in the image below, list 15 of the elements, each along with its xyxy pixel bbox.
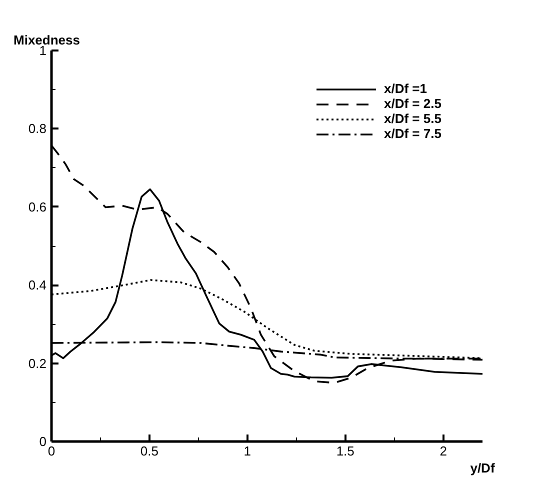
x-tick-label: 1 (244, 444, 252, 458)
y-axis-title: Mixedness (14, 32, 80, 48)
legend-label: x/Df = 7.5 (384, 126, 442, 141)
y-tick-label: 0 (39, 434, 47, 449)
legend-label: x/Df =1 (384, 81, 427, 96)
x-tick-label: 0.5 (140, 444, 158, 458)
y-tick-label: 0.2 (28, 356, 47, 371)
x-axis-title: y/Df (470, 460, 496, 476)
legend-label: x/Df = 5.5 (384, 111, 442, 126)
y-tick-label: 0.4 (28, 278, 47, 293)
x-tick-label: 1.5 (336, 444, 354, 458)
legend-label: x/Df = 2.5 (384, 96, 442, 111)
y-tick-label: 0.8 (28, 121, 47, 136)
y-tick-label: 0.6 (28, 199, 47, 214)
x-tick-label: 2 (440, 444, 447, 458)
